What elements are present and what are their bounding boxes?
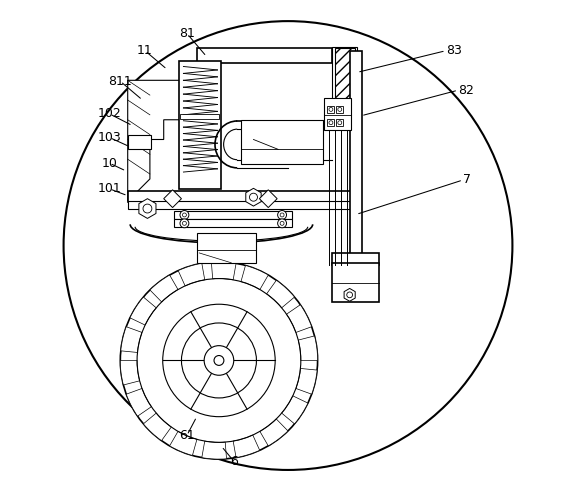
Circle shape [329, 108, 333, 112]
Wedge shape [202, 441, 226, 459]
Text: 61: 61 [179, 429, 195, 442]
Circle shape [163, 304, 275, 417]
Wedge shape [150, 275, 178, 302]
Bar [128, 191, 355, 202]
Polygon shape [128, 80, 180, 201]
Circle shape [338, 108, 342, 112]
Bar [241, 120, 323, 164]
Wedge shape [282, 396, 308, 424]
Bar [173, 210, 292, 219]
Circle shape [183, 221, 187, 225]
Polygon shape [164, 190, 181, 207]
Circle shape [120, 262, 317, 459]
Circle shape [180, 210, 189, 219]
Text: 811: 811 [108, 75, 132, 88]
Text: 6: 6 [230, 454, 238, 468]
Bar [332, 253, 379, 265]
Bar [324, 98, 351, 129]
Wedge shape [233, 435, 260, 458]
Bar [128, 201, 355, 208]
Bar [335, 48, 355, 115]
Wedge shape [121, 327, 142, 353]
Bar [180, 61, 221, 189]
Wedge shape [286, 305, 312, 332]
Circle shape [143, 204, 152, 213]
Wedge shape [130, 297, 156, 325]
Polygon shape [344, 289, 355, 301]
Wedge shape [211, 262, 236, 280]
Bar [332, 47, 357, 116]
Circle shape [329, 121, 333, 124]
Bar [197, 48, 332, 63]
Text: 7: 7 [463, 174, 471, 186]
Wedge shape [120, 361, 139, 385]
Polygon shape [259, 190, 277, 207]
Bar [180, 114, 219, 119]
Wedge shape [298, 336, 317, 361]
Bar [350, 51, 362, 263]
Circle shape [278, 210, 286, 219]
Circle shape [280, 213, 284, 217]
Text: 103: 103 [97, 131, 122, 144]
Text: 10: 10 [101, 157, 118, 170]
Wedge shape [178, 263, 204, 286]
Wedge shape [241, 265, 268, 290]
Circle shape [347, 292, 353, 298]
Text: 102: 102 [97, 107, 122, 121]
Bar [332, 263, 379, 302]
Text: 82: 82 [458, 84, 474, 97]
Circle shape [180, 219, 189, 228]
Bar [336, 106, 343, 113]
Wedge shape [143, 413, 171, 440]
Circle shape [183, 213, 187, 217]
Bar [128, 134, 151, 149]
Polygon shape [139, 199, 156, 218]
Wedge shape [296, 369, 317, 394]
Circle shape [181, 323, 256, 398]
Polygon shape [246, 188, 261, 206]
Bar [173, 219, 292, 227]
Bar [336, 119, 343, 126]
Circle shape [278, 219, 286, 228]
Bar [328, 119, 334, 126]
Text: 11: 11 [137, 44, 153, 57]
Circle shape [214, 356, 224, 366]
Circle shape [280, 221, 284, 225]
Circle shape [338, 121, 342, 124]
Circle shape [249, 193, 257, 201]
Wedge shape [267, 280, 294, 308]
Circle shape [63, 21, 513, 470]
Wedge shape [126, 388, 151, 416]
Text: 83: 83 [446, 44, 462, 57]
Wedge shape [169, 432, 197, 455]
Bar [328, 106, 334, 113]
Wedge shape [260, 419, 288, 446]
Circle shape [204, 346, 234, 375]
Text: 101: 101 [97, 183, 122, 195]
Bar [197, 233, 256, 263]
Text: 81: 81 [179, 27, 195, 40]
